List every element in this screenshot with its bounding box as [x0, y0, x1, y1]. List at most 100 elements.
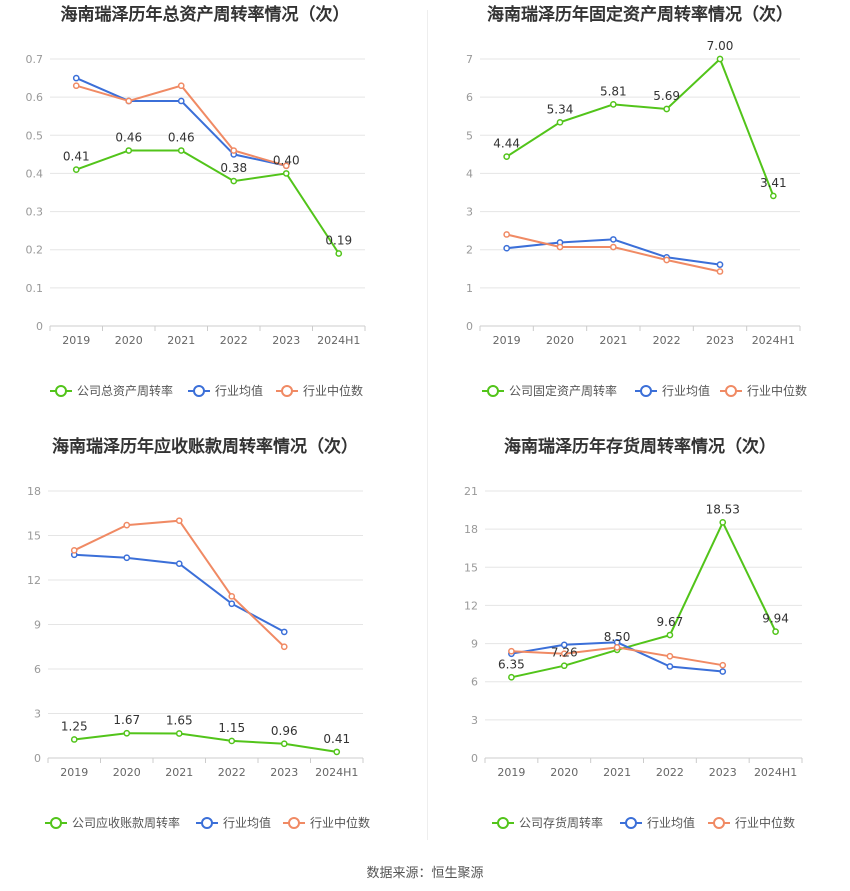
chart3-point-company	[772, 628, 779, 635]
chart0-xtick-label: 2023	[272, 334, 300, 347]
chart0-point-company	[72, 166, 80, 173]
chart0-xtick-label: 2024H1	[317, 334, 360, 347]
chart1-point-company	[769, 192, 777, 200]
chart2-legend-label-company: 公司应收账款周转率	[72, 815, 180, 830]
chart3-data-label: 7.26	[551, 646, 578, 660]
chart3-point-avg	[560, 641, 568, 649]
chart0-point-company	[177, 147, 185, 154]
chart1-point-median	[503, 231, 511, 238]
chart0-ytick-label: 0.5	[26, 129, 44, 142]
chart2-ytick-label: 12	[27, 574, 41, 587]
chart1-ytick-label: 6	[466, 91, 473, 104]
chart1-point-company	[503, 153, 511, 160]
chart3-legend-label-median: 行业中位数	[735, 815, 795, 830]
chart3-ytick-label: 3	[471, 714, 478, 727]
chart2-xtick-label: 2023	[270, 766, 298, 779]
chart1-ytick-label: 1	[466, 282, 473, 295]
chart1-point-median	[609, 243, 617, 251]
chart2-line-company	[74, 732, 337, 753]
chart2-point-company	[228, 737, 236, 745]
chart3-xtick-label: 2024H1	[754, 766, 797, 779]
chart0-point-median	[125, 97, 133, 105]
chart3-point-company	[719, 519, 727, 526]
chart0-legend-label-company: 公司总资产周转率	[77, 383, 173, 398]
chart1-point-median	[716, 268, 724, 275]
chart0-point-median	[177, 82, 185, 90]
chart-total-asset-turnover: 海南瑞泽历年总资产周转率情况（次） 0 0.1 0.2 0.3 0.4 0.5 0.6 0.7 2…	[0, 0, 425, 432]
chart1-data-label: 7.00	[707, 39, 734, 53]
chart3-ytick-label: 15	[464, 561, 478, 574]
chart1-point-avg	[503, 244, 511, 252]
chart3-data-label: 9.94	[762, 612, 789, 626]
panel-divider	[427, 10, 428, 840]
chart1-point-company	[556, 118, 564, 126]
chart0-data-label: 0.46	[115, 131, 142, 145]
chart1-point-company	[609, 101, 617, 108]
chart3-ytick-label: 21	[464, 485, 478, 498]
chart3-xtick-label: 2019	[497, 766, 525, 779]
chart0-xtick-label: 2021	[167, 334, 195, 347]
chart2-ytick-label: 6	[34, 663, 41, 676]
chart2-legend-marker-median	[288, 817, 300, 829]
chart3-ytick-label: 9	[471, 638, 478, 651]
chart0-xtick-label: 2022	[220, 334, 248, 347]
chart2-ytick-label: 3	[34, 708, 41, 721]
chart0-legend-label-avg: 行业均值	[215, 383, 263, 398]
chart1-ytick-label: 2	[466, 244, 473, 257]
chart1-line-avg	[506, 238, 721, 266]
chart2-point-median	[175, 517, 183, 525]
chart1-legend-label-company: 公司固定资产周转率	[509, 383, 617, 398]
chart2-point-median	[70, 546, 78, 554]
chart1-xtick-label: 2019	[493, 334, 521, 347]
chart0-title: 海南瑞泽历年总资产周转率情况（次）	[61, 4, 350, 25]
chart2-point-median	[280, 643, 288, 651]
chart3-data-label: 6.35	[498, 657, 525, 671]
chart2-ytick-label: 15	[27, 530, 41, 543]
chart2-ytick-label: 18	[27, 485, 41, 498]
chart1-point-median	[663, 256, 671, 264]
chart3-point-median	[508, 647, 515, 655]
chart0-svg: 海南瑞泽历年总资产周转率情况（次） 0 0.1 0.2 0.3 0.4 0.5 0.6 0.7 2…	[26, 4, 366, 398]
chart2-point-avg	[175, 560, 183, 568]
chart3-data-label: 18.53	[706, 502, 740, 516]
chart1-ytick-label: 5	[466, 129, 473, 142]
chart2-legend-marker-company	[50, 817, 62, 829]
chart2-legend-marker-avg	[201, 817, 213, 829]
chart0-ytick-label: 0.3	[26, 206, 44, 219]
chart1-legend-marker-median	[725, 385, 737, 397]
chart2-point-avg	[123, 554, 131, 562]
chart1-xtick-label: 2024H1	[752, 334, 795, 347]
chart0-point-median	[72, 82, 80, 90]
chart2-point-company	[123, 729, 131, 737]
chart1-xtick-label: 2020	[546, 334, 574, 347]
chart2-data-label: 0.96	[271, 724, 298, 738]
chart3-legend-label-company: 公司存货周转率	[519, 815, 603, 830]
chart0-legend-label-median: 行业中位数	[303, 383, 363, 398]
chart3-legend-marker-company	[497, 817, 509, 829]
chart0-data-label: 0.38	[220, 161, 247, 175]
chart0-data-label: 0.19	[325, 234, 352, 248]
chart2-xtick-label: 2019	[60, 766, 88, 779]
chart0-ytick-label: 0	[36, 320, 43, 333]
chart0-ytick-label: 0.4	[26, 167, 44, 180]
chart1-data-label: 3.41	[760, 176, 787, 190]
chart3-point-company	[508, 673, 515, 681]
data-source: 数据来源：恒生聚源	[366, 866, 484, 881]
chart2-point-company	[280, 740, 288, 748]
chart0-data-label: 0.40	[273, 153, 300, 167]
chart3-xtick-label: 2020	[550, 766, 578, 779]
chart0-point-avg	[177, 97, 185, 105]
chart2-data-label: 1.15	[218, 721, 245, 735]
chart0-legend-marker-company	[55, 385, 67, 397]
chart3-point-avg	[666, 663, 674, 670]
chart3-ytick-label: 6	[471, 676, 478, 689]
chart1-data-label: 5.69	[653, 89, 680, 103]
chart1-point-median	[556, 243, 564, 251]
chart1-data-label: 4.44	[493, 137, 520, 151]
chart3-xtick-label: 2022	[656, 766, 684, 779]
chart3-title: 海南瑞泽历年存货周转率情况（次）	[504, 436, 776, 457]
chart0-point-company	[125, 147, 133, 154]
chart2-point-median	[123, 521, 131, 529]
chart3-xtick-label: 2023	[709, 766, 737, 779]
chart0-ytick-label: 0.2	[26, 244, 44, 257]
